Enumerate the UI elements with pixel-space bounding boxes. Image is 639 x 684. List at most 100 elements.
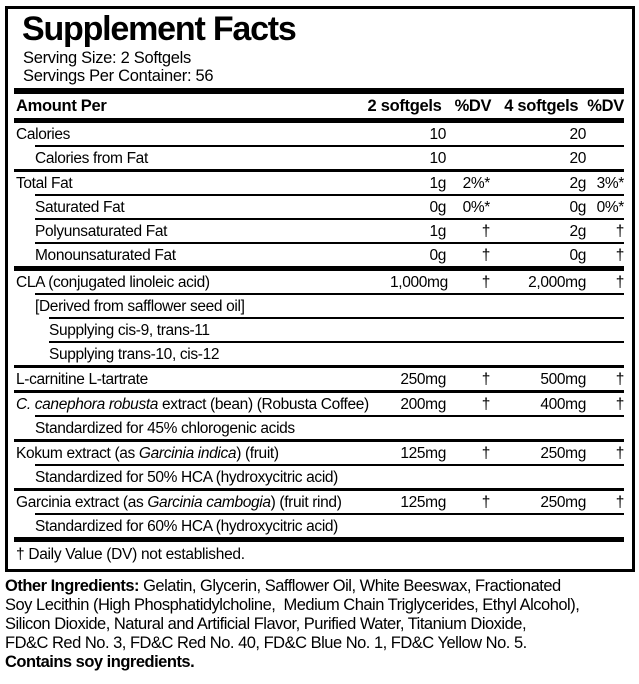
dv-2softgels: † — [481, 494, 491, 511]
amount-2softgels: 0g — [429, 247, 446, 264]
nutrient-name: Kokum extract (as Garcinia indica) (frui… — [16, 445, 279, 462]
nutrient-name: Monounsaturated Fat — [35, 247, 176, 264]
row-separator — [14, 365, 624, 368]
table-row: C. canephora robusta extract (bean) (Rob… — [14, 393, 624, 415]
nutrient-name: Calories from Fat — [35, 150, 148, 167]
row-separator — [35, 194, 624, 196]
nutrient-name: Standardized for 45% chlorogenic acids — [35, 420, 295, 437]
row-separator — [49, 341, 624, 343]
servings-per-container: Servings Per Container: 56 — [23, 67, 214, 85]
table-row: Standardized for 50% HCA (hydroxycitric … — [14, 466, 624, 488]
amount-2softgels: 1,000mg — [390, 274, 448, 291]
table-row: Polyunsaturated Fat 1g † 2g † — [14, 220, 624, 242]
row-separator — [14, 169, 624, 172]
table-row: Standardized for 45% chlorogenic acids — [14, 417, 624, 439]
amount-2softgels: 125mg — [400, 445, 446, 462]
nutrient-name: [Derived from safflower seed oil] — [35, 298, 245, 315]
amount-2softgels: 10 — [429, 150, 446, 167]
amount-4softgels: 2g — [569, 175, 586, 192]
header-amount-per: Amount Per — [16, 97, 107, 115]
amount-2softgels: 1g — [429, 175, 446, 192]
other-ingredients-line: Other Ingredients: Gelatin, Glycerin, Sa… — [5, 577, 639, 596]
dv-4softgels: † — [615, 445, 625, 462]
row-separator — [14, 266, 624, 271]
amount-4softgels: 20 — [569, 126, 586, 143]
row-separator — [35, 242, 624, 244]
amount-4softgels: 2,000mg — [528, 274, 586, 291]
serving-size: Serving Size: 2 Softgels — [23, 49, 191, 67]
contains-statement: Contains soy ingredients. — [5, 653, 195, 671]
header-dv-2: %DV — [587, 97, 624, 115]
amount-2softgels: 250mg — [400, 371, 446, 388]
dv-2softgels: † — [481, 223, 491, 240]
amount-2softgels: 1g — [429, 223, 446, 240]
other-ingredients-text: Silicon Dioxide, Natural and Artificial … — [5, 615, 527, 633]
other-ingredients-lines: Soy Lecithin (High Phosphatidylcholine, … — [5, 596, 639, 653]
header-dv-1: %DV — [454, 97, 492, 115]
dv-2softgels: † — [481, 274, 491, 291]
dv-4softgels: † — [615, 371, 625, 388]
amount-4softgels: 400mg — [540, 396, 586, 413]
dv-2softgels: 2%* — [462, 175, 491, 192]
amount-2softgels: 10 — [429, 126, 446, 143]
thick-rule-footnote — [14, 537, 624, 542]
row-separator — [35, 218, 624, 220]
dv-2softgels: † — [481, 247, 491, 264]
amount-4softgels: 2g — [569, 223, 586, 240]
nutrient-name: Polyunsaturated Fat — [35, 223, 168, 240]
row-separator — [49, 317, 624, 319]
other-ingredients-text: Gelatin, Glycerin, Safflower Oil, White … — [139, 577, 561, 595]
panel-title: Supplement Facts — [22, 10, 297, 48]
amount-4softgels: 250mg — [540, 494, 586, 511]
nutrient-name: Standardized for 50% HCA (hydroxycitric … — [35, 469, 338, 486]
nutrient-name: Saturated Fat — [35, 199, 125, 216]
thick-rule-top — [14, 88, 624, 94]
dv-4softgels: † — [615, 494, 625, 511]
nutrient-name: Supplying trans-10, cis-12 — [49, 346, 220, 363]
amount-4softgels: 250mg — [540, 445, 586, 462]
nutrient-name: Standardized for 60% HCA (hydroxycitric … — [35, 518, 338, 535]
table-row: Supplying cis-9, trans-11 — [14, 319, 624, 341]
table-row: Total Fat 1g 2%* 2g 3%* — [14, 172, 624, 194]
row-separator — [35, 293, 624, 295]
nutrient-name: Calories — [16, 126, 71, 143]
nutrient-name: L-carnitine L-tartrate — [16, 371, 148, 388]
nutrient-name: C. canephora robusta extract (bean) (Rob… — [16, 396, 369, 413]
dv-2softgels: † — [481, 371, 491, 388]
header-4-softgels: 4 softgels — [504, 97, 579, 115]
dv-4softgels: 0%* — [596, 199, 625, 216]
row-separator — [35, 415, 624, 417]
dv-2softgels: † — [481, 396, 491, 413]
other-ingredients-label: Other Ingredients: — [5, 577, 140, 595]
daily-value-footnote: † Daily Value (DV) not established. — [16, 546, 245, 563]
dv-4softgels: † — [615, 223, 625, 240]
table-row: Monounsaturated Fat 0g † 0g † — [14, 244, 624, 266]
thick-rule-header — [14, 118, 624, 123]
dv-4softgels: † — [615, 274, 625, 291]
header-2-softgels: 2 softgels — [367, 97, 442, 115]
amount-2softgels: 0g — [429, 199, 446, 216]
dv-4softgels: † — [615, 396, 625, 413]
amount-4softgels: 20 — [569, 150, 586, 167]
row-separator — [14, 488, 624, 491]
nutrient-name: Garcinia extract (as Garcinia cambogia) … — [16, 494, 342, 511]
table-row: Garcinia extract (as Garcinia cambogia) … — [14, 491, 624, 513]
table-row: Standardized for 60% HCA (hydroxycitric … — [14, 515, 624, 537]
nutrient-name: Supplying cis-9, trans-11 — [49, 322, 210, 339]
row-separator — [35, 513, 624, 515]
table-row: Saturated Fat 0g 0%* 0g 0%* — [14, 196, 624, 218]
table-row: Calories 10 20 — [14, 123, 624, 145]
table-row: L-carnitine L-tartrate 250mg † 500mg † — [14, 368, 624, 390]
table-row: CLA (conjugated linoleic acid) 1,000mg † 2,… — [14, 271, 624, 293]
dv-4softgels: † — [615, 247, 625, 264]
amount-2softgels: 200mg — [400, 396, 446, 413]
facts-rows: Calories 10 20 Calories from Fat 10 20 Total F… — [14, 123, 624, 537]
amount-4softgels: 0g — [569, 199, 586, 216]
dv-2softgels: 0%* — [462, 199, 491, 216]
nutrient-name: Total Fat — [16, 175, 73, 192]
column-header-row: Amount Per 2 softgels %DV 4 softgels %DV — [14, 94, 624, 118]
table-row: Supplying trans-10, cis-12 — [14, 343, 624, 365]
amount-2softgels: 125mg — [400, 494, 446, 511]
row-separator — [14, 439, 624, 442]
other-ingredients-text: Soy Lecithin (High Phosphatidylcholine, … — [5, 596, 580, 614]
